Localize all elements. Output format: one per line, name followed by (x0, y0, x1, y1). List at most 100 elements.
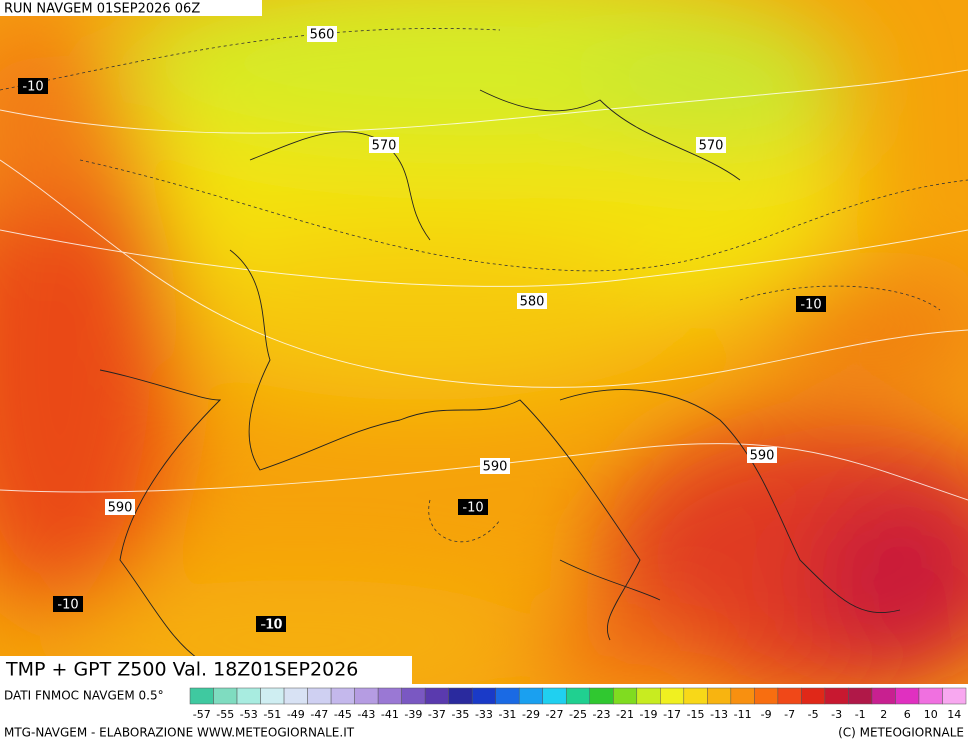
legend-swatch (918, 687, 943, 705)
run-info: RUN NAVGEM 01SEP2026 06Z (4, 2, 200, 17)
temp-label: -10 (57, 598, 78, 613)
title-banner (0, 656, 412, 684)
legend-swatch (424, 687, 449, 705)
legend-swatch (471, 687, 496, 705)
legend-swatch (730, 687, 755, 705)
footer-right: (C) METEOGIORNALE (838, 726, 964, 740)
footer-left: MTG-NAVGEM - ELABORAZIONE WWW.METEOGIORN… (4, 726, 355, 740)
legend-swatch (660, 687, 685, 705)
legend-swatch (283, 687, 308, 705)
legend-swatch (871, 687, 896, 705)
height-label: 590 (108, 501, 133, 516)
legend-swatch (589, 687, 614, 705)
legend-label: -45 (334, 708, 352, 721)
height-label: 590 (483, 460, 508, 475)
height-label-box (696, 137, 726, 153)
legend-label: -9 (761, 708, 772, 721)
legend-label: -51 (263, 708, 281, 721)
legend-label: -11 (734, 708, 752, 721)
temp-label-box (458, 499, 488, 515)
temp-label: -10 (260, 618, 281, 633)
legend-swatch (942, 687, 967, 705)
legend-swatch (754, 687, 779, 705)
legend-label: 2 (880, 708, 887, 721)
legend-swatch (542, 687, 567, 705)
legend-label: -47 (310, 708, 328, 721)
temp-label: -10 (800, 298, 821, 313)
legend-label: 14 (947, 708, 961, 721)
height-label-box (307, 26, 337, 42)
legend-swatch (401, 687, 426, 705)
legend-swatch (636, 687, 661, 705)
legend-label: -13 (710, 708, 728, 721)
legend-swatch (330, 687, 355, 705)
legend-swatch (448, 687, 473, 705)
legend-label: -21 (616, 708, 634, 721)
temp-label-box (53, 596, 83, 612)
height-label: 570 (372, 139, 397, 154)
legend-swatch (354, 687, 379, 705)
run-banner (0, 0, 262, 16)
legend-label: -19 (640, 708, 658, 721)
height-label-box (369, 137, 399, 153)
temp-label: -10 (261, 618, 282, 633)
legend-label: -1 (855, 708, 866, 721)
legend-label: -27 (546, 708, 564, 721)
legend-swatch (683, 687, 708, 705)
legend-label: -17 (663, 708, 681, 721)
legend-label: -43 (357, 708, 375, 721)
height-label: 580 (520, 295, 545, 310)
legend-label: -53 (240, 708, 258, 721)
map-title: TMP + GPT Z500 Val. 18Z01SEP2026 (5, 659, 358, 681)
temp-label: -10 (462, 501, 483, 516)
legend-swatch (707, 687, 732, 705)
legend-label: -29 (522, 708, 540, 721)
temp-label: -10 (22, 80, 43, 95)
legend-swatch (895, 687, 920, 705)
legend-swatch (565, 687, 591, 705)
legend-label: -3 (831, 708, 842, 721)
height-label: 570 (699, 139, 724, 154)
legend-swatch (377, 687, 402, 705)
height-label-box (105, 499, 135, 515)
legend-label: -15 (687, 708, 705, 721)
height-label: 590 (750, 449, 775, 464)
temp-label-box (18, 78, 48, 94)
legend-label: -31 (498, 708, 516, 721)
legend-label: -23 (593, 708, 611, 721)
temperature-field (0, 0, 968, 684)
legend-label: -37 (428, 708, 446, 721)
legend-swatch (777, 687, 802, 705)
legend-label: -55 (216, 708, 234, 721)
legend-swatch (613, 687, 638, 705)
height-label: 560 (310, 28, 335, 43)
legend-label: -5 (808, 708, 819, 721)
legend-swatch (824, 687, 849, 705)
legend-label: -7 (784, 708, 795, 721)
legend-label: 10 (924, 708, 938, 721)
height-label-box (517, 293, 547, 309)
legend-swatch (848, 687, 873, 705)
legend-label: -25 (569, 708, 587, 721)
legend-source: DATI FNMOC NAVGEM 0.5° (4, 689, 164, 703)
legend-swatch (189, 687, 214, 705)
legend-label: -49 (287, 708, 305, 721)
legend-label: -41 (381, 708, 399, 721)
legend-label: -39 (404, 708, 422, 721)
legend-swatch (518, 687, 543, 705)
legend-label: 6 (904, 708, 911, 721)
legend-label: -35 (451, 708, 469, 721)
legend-swatch (801, 687, 826, 705)
legend-swatch (307, 687, 332, 705)
legend-swatch (495, 687, 520, 705)
legend-label: -33 (475, 708, 493, 721)
legend-swatch (260, 687, 285, 705)
temp-label-box (796, 296, 826, 312)
legend-swatch (236, 687, 261, 705)
temp-label-box (256, 616, 286, 632)
legend-swatch (213, 687, 238, 705)
height-label-box (747, 447, 777, 463)
legend-label: -57 (193, 708, 211, 721)
